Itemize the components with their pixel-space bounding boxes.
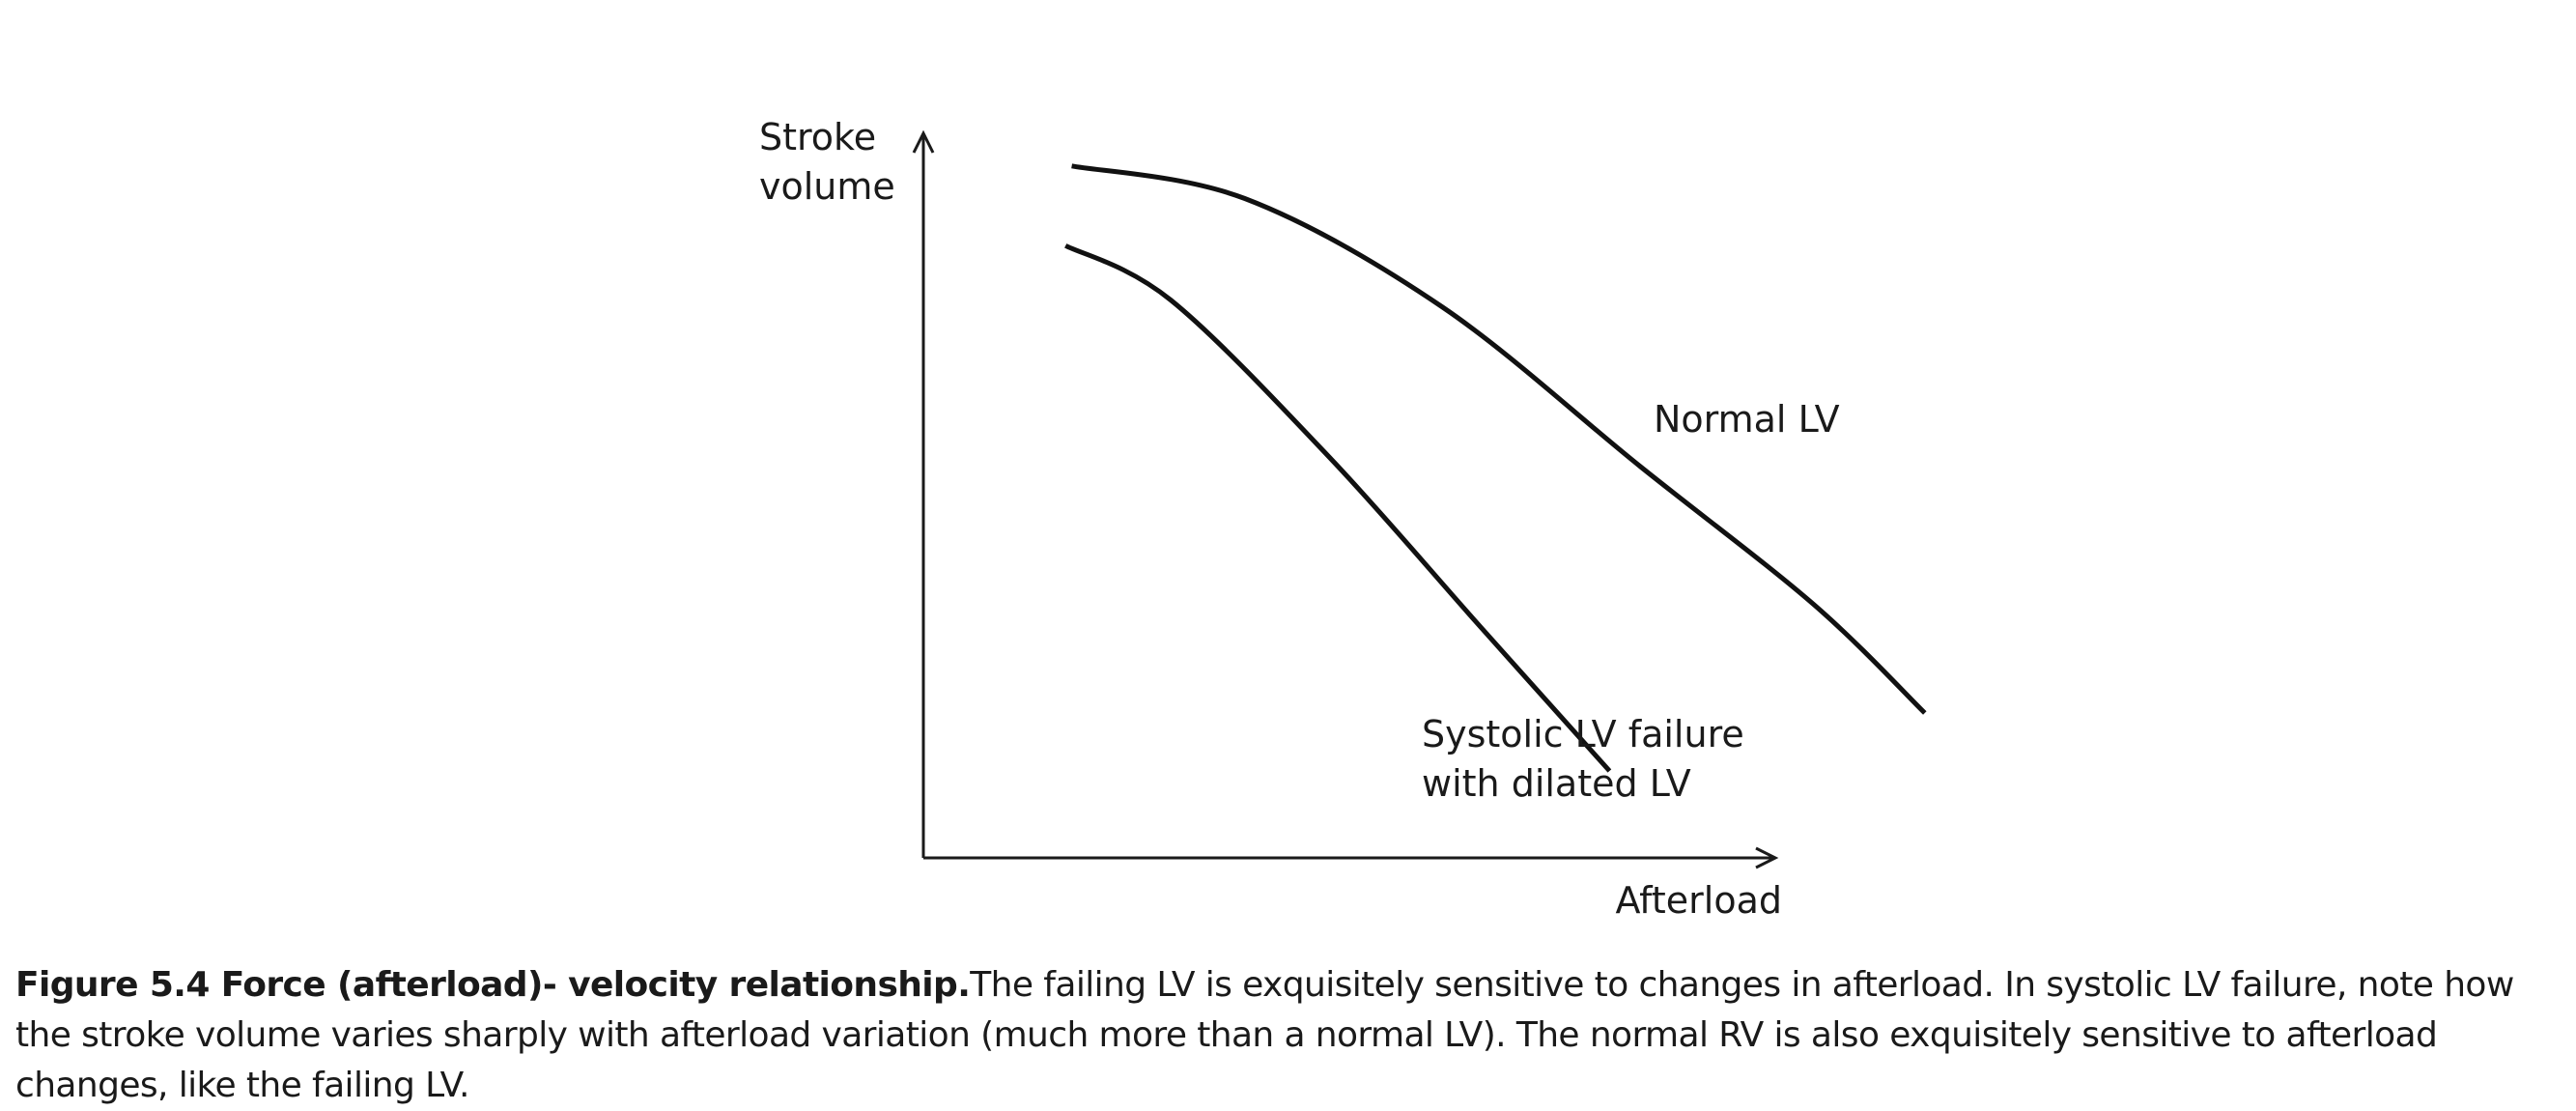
figure-caption: Figure 5.4 Force (afterload)- velocity r… — [15, 960, 2565, 1111]
series-line-systolic-lv-failure-with-dilated-lv — [1064, 243, 1612, 773]
series-line-normal-lv — [1071, 163, 1927, 715]
y-axis-arrow-icon — [912, 129, 935, 154]
series-label-line: Normal LV — [1654, 398, 1840, 441]
series-label-normal-lv: Normal LV — [1654, 398, 1840, 441]
series-label-line: Systolic LV failure — [1422, 713, 1744, 755]
series-layer: Normal LV Systolic LV failure with dilated… — [1064, 163, 1927, 805]
chart-axes — [912, 129, 1779, 869]
series-label-line: with dilated LV — [1422, 762, 1691, 805]
caption-title: Figure 5.4 Force (afterload)- velocity r… — [15, 965, 971, 1005]
y-axis-label: Stroke volume — [759, 116, 895, 208]
x-axis-label: Afterload — [1616, 879, 1782, 922]
series-label-systolic-lv-failure-with-dilated-lv: Systolic LV failure with dilated LV — [1422, 713, 1744, 805]
x-axis-arrow-icon — [1755, 846, 1779, 869]
y-axis-label-line-1: Stroke — [759, 116, 876, 158]
y-axis-label-line-2: volume — [759, 165, 895, 208]
chart-figure: Stroke volume Afterload Normal LV Systoli… — [759, 116, 1927, 922]
